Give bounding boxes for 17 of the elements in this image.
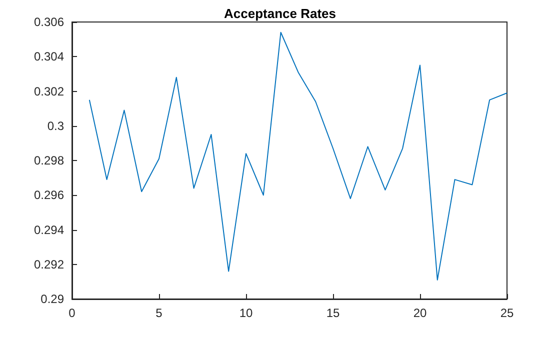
y-tick-label: 0.29 (40, 292, 64, 306)
line-series (88, 32, 508, 280)
x-tick-label: 0 (68, 306, 76, 320)
y-tick-label: 0.304 (34, 50, 64, 64)
chart-title: Acceptance Rates (224, 6, 336, 21)
y-tick-label: 0.3 (47, 118, 64, 133)
x-tick-label: 10 (239, 306, 253, 320)
y-tick-label: 0.298 (34, 154, 64, 168)
x-tick-label: 20 (413, 306, 427, 320)
x-tick-label: 15 (326, 306, 340, 320)
y-tick-label: 0.292 (34, 257, 64, 272)
x-tick-label: 25 (500, 306, 514, 320)
y-tick-label: 0.302 (34, 84, 64, 98)
y-tick-label: 0.296 (34, 188, 64, 202)
y-tick-label: 0.294 (34, 222, 64, 237)
y-tick-label: 0.306 (34, 15, 64, 29)
x-tick-label: 5 (156, 306, 163, 320)
